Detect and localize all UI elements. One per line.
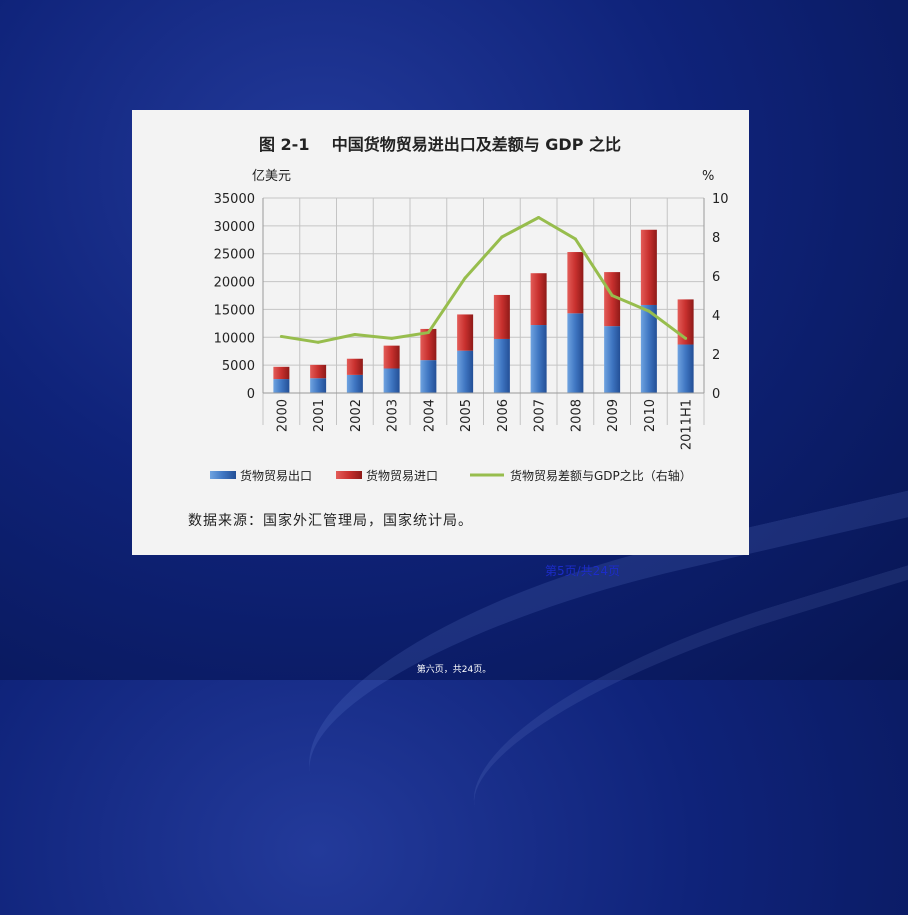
y-tick-label: 0: [247, 387, 255, 402]
y2-tick-label: 6: [712, 270, 720, 285]
legend-swatch-export: [210, 471, 236, 479]
x-tick-label: 2005: [459, 399, 474, 432]
point-gdp-ratio-2009: [610, 294, 614, 297]
page-indicator[interactable]: 第5页/共24页: [545, 564, 620, 578]
bar-import-2009: [604, 272, 621, 327]
x-tick-label: 2006: [496, 399, 511, 432]
grid-lines: [262, 197, 705, 425]
point-gdp-ratio-2001: [316, 340, 320, 344]
bar-import-2001: [310, 364, 327, 379]
line-series: [279, 216, 688, 344]
point-gdp-ratio-2002: [353, 333, 357, 336]
x-tick-label: 2010: [643, 399, 658, 432]
y-tick-label: 30000: [214, 220, 255, 235]
bar-export-2008: [567, 313, 584, 393]
line-gdp-ratio: [281, 216, 687, 344]
bar-export-2004: [420, 360, 437, 393]
y2-tick-label: 10: [712, 192, 729, 207]
x-tick-label: 2003: [386, 399, 401, 432]
point-gdp-ratio-2000: [279, 334, 283, 338]
bar-import-2002: [346, 358, 363, 375]
y-axis-label: 亿美元: [252, 169, 291, 184]
bar-export-2006: [493, 338, 510, 393]
point-gdp-ratio-2006: [500, 235, 504, 239]
y2-tick-label: 2: [712, 348, 720, 363]
y-tick-label: 20000: [214, 276, 255, 291]
y2-axis-label: %: [702, 169, 714, 184]
x-tick-label: 2008: [569, 399, 584, 432]
bar-import-2000: [273, 366, 290, 380]
bar-export-2009: [604, 326, 621, 393]
bar-export-2005: [457, 350, 474, 393]
legend-swatch-import: [336, 471, 362, 479]
y2-tick-label: 8: [712, 231, 720, 246]
bar-import-2008: [567, 252, 584, 314]
legend-label-export: 货物贸易出口: [240, 468, 312, 483]
bar-import-2011H1: [677, 299, 694, 345]
y-tick-label: 15000: [214, 303, 255, 318]
chart-svg: 图 2-1 中国货物贸易进出口及差额与 GDP 之比 亿美元 % 0 5000 10…: [210, 135, 729, 483]
x-tick-label: 2001: [312, 399, 327, 432]
point-gdp-ratio-2004: [426, 331, 430, 335]
point-gdp-ratio-2003: [390, 336, 394, 340]
chart-panel: 图 2-1 中国货物贸易进出口及差额与 GDP 之比 亿美元 % 0 5000 10…: [132, 110, 749, 578]
point-gdp-ratio-2010: [647, 309, 651, 313]
y-tick-label: 5000: [222, 359, 255, 374]
bar-import-2005: [457, 314, 474, 351]
legend: 货物贸易出口 货物贸易进口 货物贸易差额与GDP之比（右轴）: [210, 468, 692, 483]
x-tick-label: 2007: [533, 399, 548, 432]
y-tick-label: 10000: [214, 331, 255, 346]
y2-tick-label: 0: [712, 387, 720, 402]
bar-export-2001: [310, 378, 327, 393]
bar-import-2004: [420, 328, 437, 361]
legend-label-ratio: 货物贸易差额与GDP之比（右轴）: [510, 468, 692, 483]
bar-export-2003: [383, 368, 400, 393]
bar-export-2007: [530, 325, 547, 393]
point-gdp-ratio-2005: [463, 276, 467, 280]
slide-footer: 第六页，共24页。: [416, 665, 492, 675]
x-tick-label: 2002: [349, 399, 364, 432]
x-tick-label: 2011H1: [680, 399, 695, 450]
point-gdp-ratio-2007: [537, 216, 541, 219]
bar-series: [273, 229, 694, 393]
bar-export-2000: [273, 379, 290, 393]
bar-import-2010: [640, 229, 657, 305]
bar-import-2007: [530, 273, 547, 326]
bar-import-2003: [383, 345, 400, 369]
bar-export-2002: [346, 374, 363, 393]
y2-tick-label: 4: [712, 309, 720, 324]
point-gdp-ratio-2011H1: [684, 336, 688, 340]
axes: 0 5000 10000 15000 20000 25000 30000 35000 0 2 4 6 8…: [214, 192, 729, 450]
y-tick-label: 25000: [214, 248, 255, 263]
bar-export-2010: [640, 304, 657, 393]
legend-label-import: 货物贸易进口: [366, 468, 438, 483]
x-tick-label: 2004: [422, 399, 437, 432]
point-gdp-ratio-2008: [573, 237, 577, 241]
x-tick-label: 2000: [275, 399, 290, 432]
chart-title: 图 2-1 中国货物贸易进出口及差额与 GDP 之比: [259, 135, 621, 154]
bar-export-2011H1: [677, 344, 694, 393]
y-tick-label: 35000: [214, 192, 255, 207]
x-tick-label: 2009: [606, 399, 621, 432]
data-source-note: 数据来源：国家外汇管理局，国家统计局。: [188, 513, 473, 529]
bar-import-2006: [493, 294, 510, 339]
